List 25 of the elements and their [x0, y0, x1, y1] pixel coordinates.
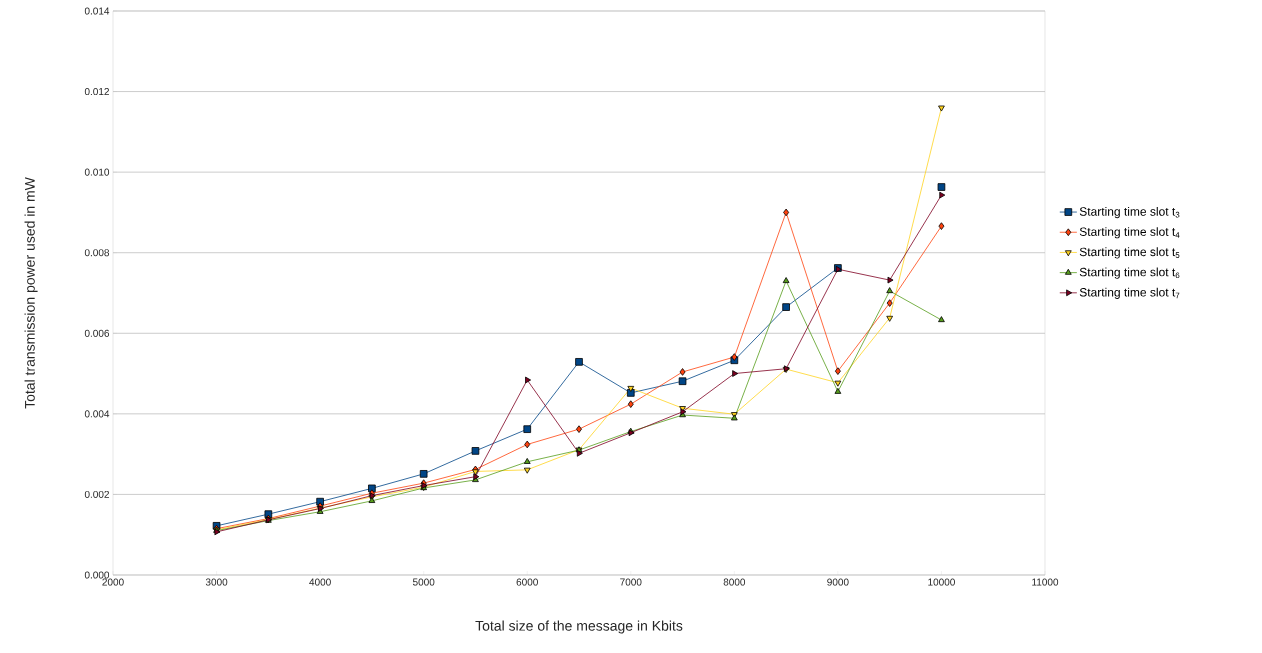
x-tick-label: 8000 [723, 578, 746, 586]
y-tick-label: 0.012 [84, 88, 109, 96]
x-tick-label: 9000 [827, 578, 849, 586]
x-axis-title: Total size of the message in Kbits [475, 620, 683, 634]
x-tick-label: 10000 [928, 578, 955, 586]
x-tick-label: 3000 [205, 578, 228, 586]
y-tick-label: 0.014 [84, 7, 110, 15]
legend-label: Starting time slot t$_{3}$ [1079, 206, 1180, 219]
y-tick-label: 0.006 [84, 329, 110, 337]
x-tick-label: 6000 [516, 578, 538, 586]
legend-label: Starting time slot t$_{7}$ [1079, 287, 1180, 299]
y-tick-label: 0.004 [84, 410, 110, 418]
x-tick-label: 7000 [620, 578, 642, 586]
y-tick-label: 0.000 [84, 571, 110, 579]
y-tick-label: 0.008 [84, 249, 110, 257]
x-tick-label: 5000 [412, 578, 435, 586]
legend-label: Starting time slot t$_{4}$ [1079, 227, 1180, 239]
legend-label: Starting time slot t$_{6}$ [1079, 267, 1180, 279]
legend-label: Starting time slot t$_{5}$ [1079, 247, 1180, 259]
x-tick-label: 4000 [309, 578, 331, 586]
y-tick-label: 0.002 [84, 490, 109, 498]
y-axis-title: Total transmission power used in mW [24, 177, 38, 409]
y-tick-label: 0.010 [84, 168, 110, 176]
x-tick-label: 11000 [1032, 578, 1059, 586]
x-tick-label: 2000 [102, 578, 124, 586]
